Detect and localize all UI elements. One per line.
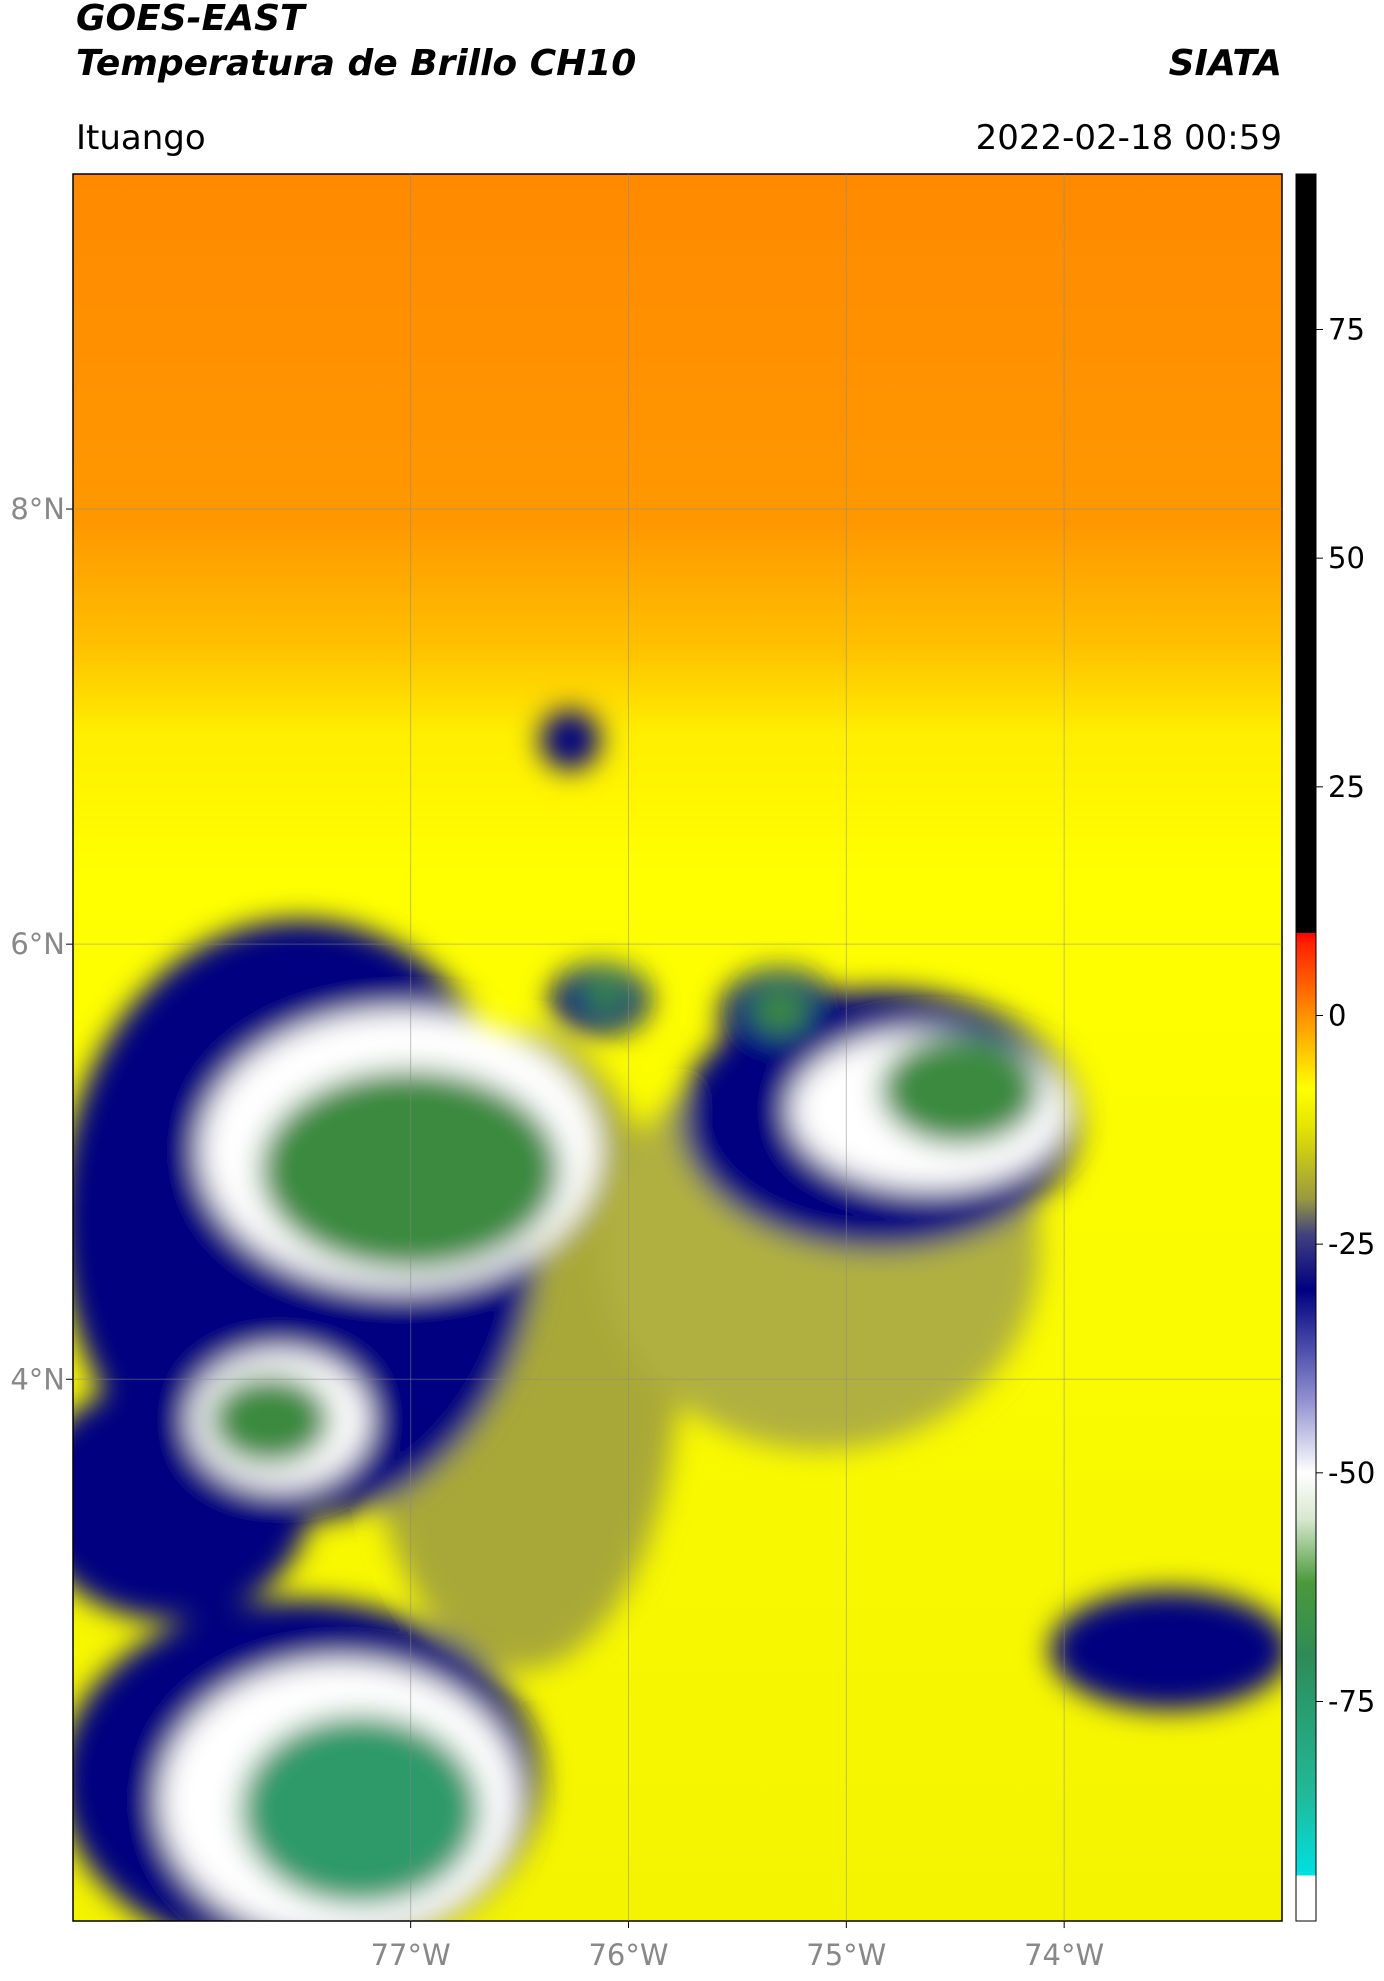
colorbar-tick-label: -50 xyxy=(1328,1456,1375,1490)
colorbar-tick-label: 75 xyxy=(1328,312,1365,346)
title: GOES-EAST xyxy=(76,0,307,39)
colorbar-tick-label: 0 xyxy=(1328,998,1346,1032)
colorbar-tick-label: 50 xyxy=(1328,541,1365,575)
map-frame xyxy=(72,173,1283,1922)
colorbar xyxy=(1295,173,1317,1922)
y-tick-label: 6°N xyxy=(10,927,65,961)
colorbar-tick-label: -75 xyxy=(1328,1684,1375,1718)
subtitle: Temperatura de Brillo CH10 xyxy=(76,43,636,84)
y-tick-label: 4°N xyxy=(10,1362,65,1396)
cloud-field xyxy=(73,710,1282,1921)
map-image xyxy=(73,174,1282,1921)
location: Ituango xyxy=(76,118,206,158)
x-tick-label: 76°W xyxy=(588,1938,668,1972)
x-tick-label: 77°W xyxy=(371,1938,451,1972)
org: SIATA xyxy=(1169,43,1282,84)
datetime: 2022-02-18 00:59 xyxy=(976,118,1282,158)
colorbar-tick-label: -25 xyxy=(1328,1227,1375,1261)
x-tick-label: 74°W xyxy=(1024,1938,1104,1972)
y-tick-label: 8°N xyxy=(10,492,65,526)
x-tick-label: 75°W xyxy=(806,1938,886,1972)
colorbar-tick-label: 25 xyxy=(1328,770,1365,804)
